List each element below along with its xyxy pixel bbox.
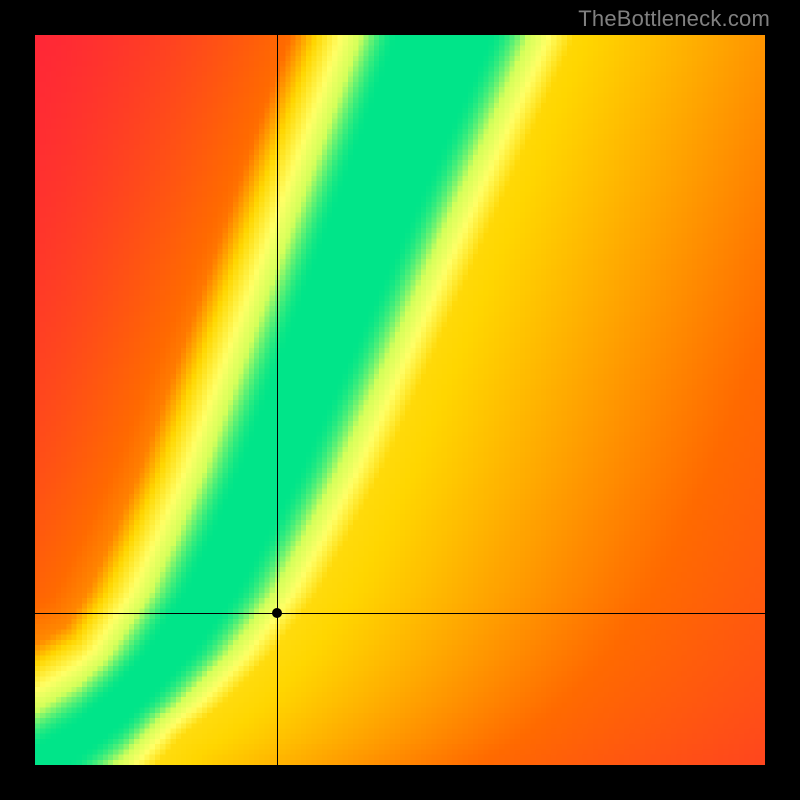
heatmap-canvas: [35, 35, 765, 765]
crosshair-horizontal: [35, 613, 765, 614]
watermark-text: TheBottleneck.com: [578, 6, 770, 32]
crosshair-vertical: [277, 35, 278, 765]
heatmap-plot: [35, 35, 765, 765]
crosshair-marker: [272, 608, 282, 618]
